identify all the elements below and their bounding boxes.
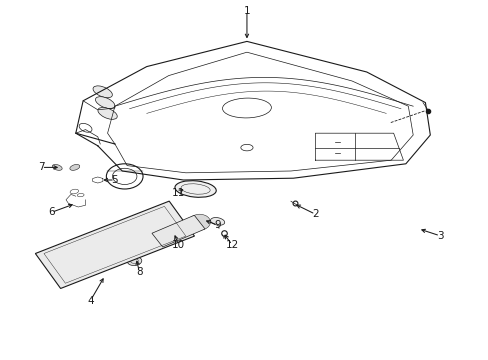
Text: 4: 4 [87, 296, 94, 306]
Polygon shape [152, 215, 204, 247]
Text: 12: 12 [225, 240, 239, 250]
Ellipse shape [70, 165, 80, 170]
Ellipse shape [95, 97, 115, 108]
Ellipse shape [52, 165, 62, 170]
Ellipse shape [98, 108, 117, 119]
Text: 9: 9 [214, 220, 221, 230]
Text: 2: 2 [311, 209, 318, 219]
Text: 1: 1 [243, 6, 250, 16]
Text: 3: 3 [436, 231, 443, 241]
Text: 6: 6 [48, 207, 55, 217]
Ellipse shape [146, 232, 168, 248]
Ellipse shape [175, 181, 216, 197]
Ellipse shape [93, 86, 112, 98]
Text: 5: 5 [111, 175, 118, 185]
Text: 8: 8 [136, 267, 142, 277]
Text: 10: 10 [172, 240, 184, 250]
Ellipse shape [127, 256, 142, 266]
Polygon shape [35, 201, 194, 288]
Text: 7: 7 [38, 162, 45, 172]
Ellipse shape [210, 217, 224, 225]
Text: 11: 11 [171, 188, 185, 198]
Ellipse shape [188, 214, 210, 230]
